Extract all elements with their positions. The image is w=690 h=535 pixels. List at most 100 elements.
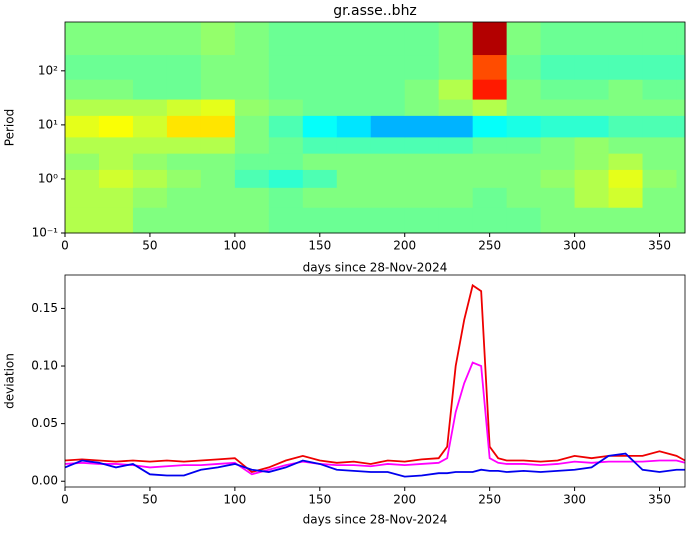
heatmap-cell bbox=[642, 136, 678, 154]
heatmap-cell bbox=[132, 153, 168, 170]
heatmap-cell bbox=[132, 169, 168, 188]
heatmap-cell bbox=[438, 136, 474, 154]
heatmap-cell bbox=[404, 169, 440, 188]
heatmap-cell bbox=[234, 54, 270, 80]
heatmap-cell bbox=[676, 169, 686, 188]
x-tick-label: 250 bbox=[478, 239, 501, 253]
heatmap-cell bbox=[608, 169, 644, 188]
y-tick-label: 10⁰ bbox=[38, 171, 58, 185]
heatmap-cell bbox=[540, 187, 576, 208]
heatmap-cell bbox=[234, 169, 270, 188]
heatmap-cell bbox=[166, 136, 202, 154]
heatmap-cell bbox=[642, 169, 678, 188]
heatmap-cell bbox=[200, 79, 236, 100]
heatmap-cell bbox=[98, 115, 134, 138]
heatmap-cell bbox=[472, 207, 508, 234]
heatmap-cell bbox=[676, 187, 686, 208]
heatmap-cell bbox=[166, 207, 202, 234]
heatmap-cell bbox=[642, 22, 678, 56]
heatmap-cell bbox=[336, 22, 372, 56]
heatmap-cell bbox=[370, 187, 406, 208]
heatmap-cell bbox=[166, 115, 202, 138]
y-axis-label: Period bbox=[3, 109, 17, 146]
y-tick-label: 0.05 bbox=[31, 416, 58, 430]
heatmap-cell bbox=[438, 153, 474, 170]
heatmap-cell bbox=[540, 136, 576, 154]
heatmap-cell bbox=[506, 99, 542, 116]
heatmap-cell bbox=[370, 115, 406, 138]
heatmap-cell bbox=[65, 54, 100, 80]
heatmap-cell bbox=[200, 22, 236, 56]
heatmap-cell bbox=[98, 153, 134, 170]
data-line bbox=[64, 452, 685, 478]
y-tick-label: 0.10 bbox=[31, 359, 58, 373]
heatmap-cell bbox=[438, 207, 474, 234]
heatmap-cell bbox=[608, 187, 644, 208]
heatmap-cell bbox=[642, 187, 678, 208]
heatmap-cell bbox=[370, 207, 406, 234]
heatmap-cell bbox=[65, 136, 100, 154]
heatmap-cell bbox=[472, 136, 508, 154]
heatmap-cell bbox=[166, 169, 202, 188]
heatmap-cell bbox=[336, 169, 372, 188]
heatmap-cell bbox=[268, 99, 304, 116]
heatmap-cell bbox=[200, 99, 236, 116]
x-tick-label: 200 bbox=[393, 239, 416, 253]
heatmap-cell bbox=[676, 153, 686, 170]
heatmap-cell bbox=[574, 99, 610, 116]
heatmap-cell bbox=[200, 187, 236, 208]
x-tick-label: 350 bbox=[648, 239, 671, 253]
heatmap-cell bbox=[404, 153, 440, 170]
heatmap-cell bbox=[268, 207, 304, 234]
heatmap-cell bbox=[608, 22, 644, 56]
heatmap-cell bbox=[98, 99, 134, 116]
heatmap-cell bbox=[642, 79, 678, 100]
heatmap-cell bbox=[98, 187, 134, 208]
y-tick-label: 0.00 bbox=[31, 474, 58, 488]
heatmap-cell bbox=[132, 79, 168, 100]
heatmap-cell bbox=[234, 136, 270, 154]
heatmap-cell bbox=[302, 79, 338, 100]
heatmap-cell bbox=[65, 22, 100, 56]
data-line bbox=[64, 283, 686, 474]
heatmap-cell bbox=[98, 136, 134, 154]
x-axis-label: days since 28-Nov-2024 bbox=[303, 261, 448, 275]
heatmap-cell bbox=[506, 169, 542, 188]
heatmap-cell bbox=[370, 136, 406, 154]
heatmap-cell bbox=[506, 207, 542, 234]
heatmap-cell bbox=[404, 79, 440, 100]
heatmap-cell bbox=[472, 169, 508, 188]
heatmap-cell bbox=[472, 54, 508, 80]
heatmap-cell bbox=[302, 22, 338, 56]
heatmap-cell bbox=[608, 54, 644, 80]
heatmap-cell bbox=[268, 187, 304, 208]
heatmap-cell bbox=[574, 79, 610, 100]
heatmap-cell bbox=[132, 22, 168, 56]
heatmap-cell bbox=[472, 115, 508, 138]
heatmap-cell bbox=[574, 169, 610, 188]
heatmap-cell bbox=[540, 79, 576, 100]
heatmap-cell bbox=[98, 22, 134, 56]
heatmap-cell bbox=[404, 99, 440, 116]
heatmap-cell bbox=[132, 54, 168, 80]
heatmap-cell bbox=[506, 153, 542, 170]
heatmap-cell bbox=[234, 207, 270, 234]
heatmap-cell bbox=[574, 54, 610, 80]
heatmap-cell bbox=[336, 153, 372, 170]
heatmap-cell bbox=[370, 22, 406, 56]
heatmap-cell bbox=[540, 54, 576, 80]
heatmap-cell bbox=[65, 153, 100, 170]
x-tick-label: 50 bbox=[142, 239, 157, 253]
heatmap-cell bbox=[132, 115, 168, 138]
heatmap-cell bbox=[404, 54, 440, 80]
heatmap-cell bbox=[574, 136, 610, 154]
heatmap-cell bbox=[472, 79, 508, 100]
heatmap-cell bbox=[302, 115, 338, 138]
heatmap-cell bbox=[540, 22, 576, 56]
heatmap-cell bbox=[676, 207, 686, 234]
y-axis-label: deviation bbox=[3, 353, 17, 409]
heatmap-cell bbox=[268, 79, 304, 100]
heatmap-cell bbox=[404, 22, 440, 56]
x-tick-label: 100 bbox=[223, 493, 246, 507]
heatmap-cell bbox=[200, 136, 236, 154]
